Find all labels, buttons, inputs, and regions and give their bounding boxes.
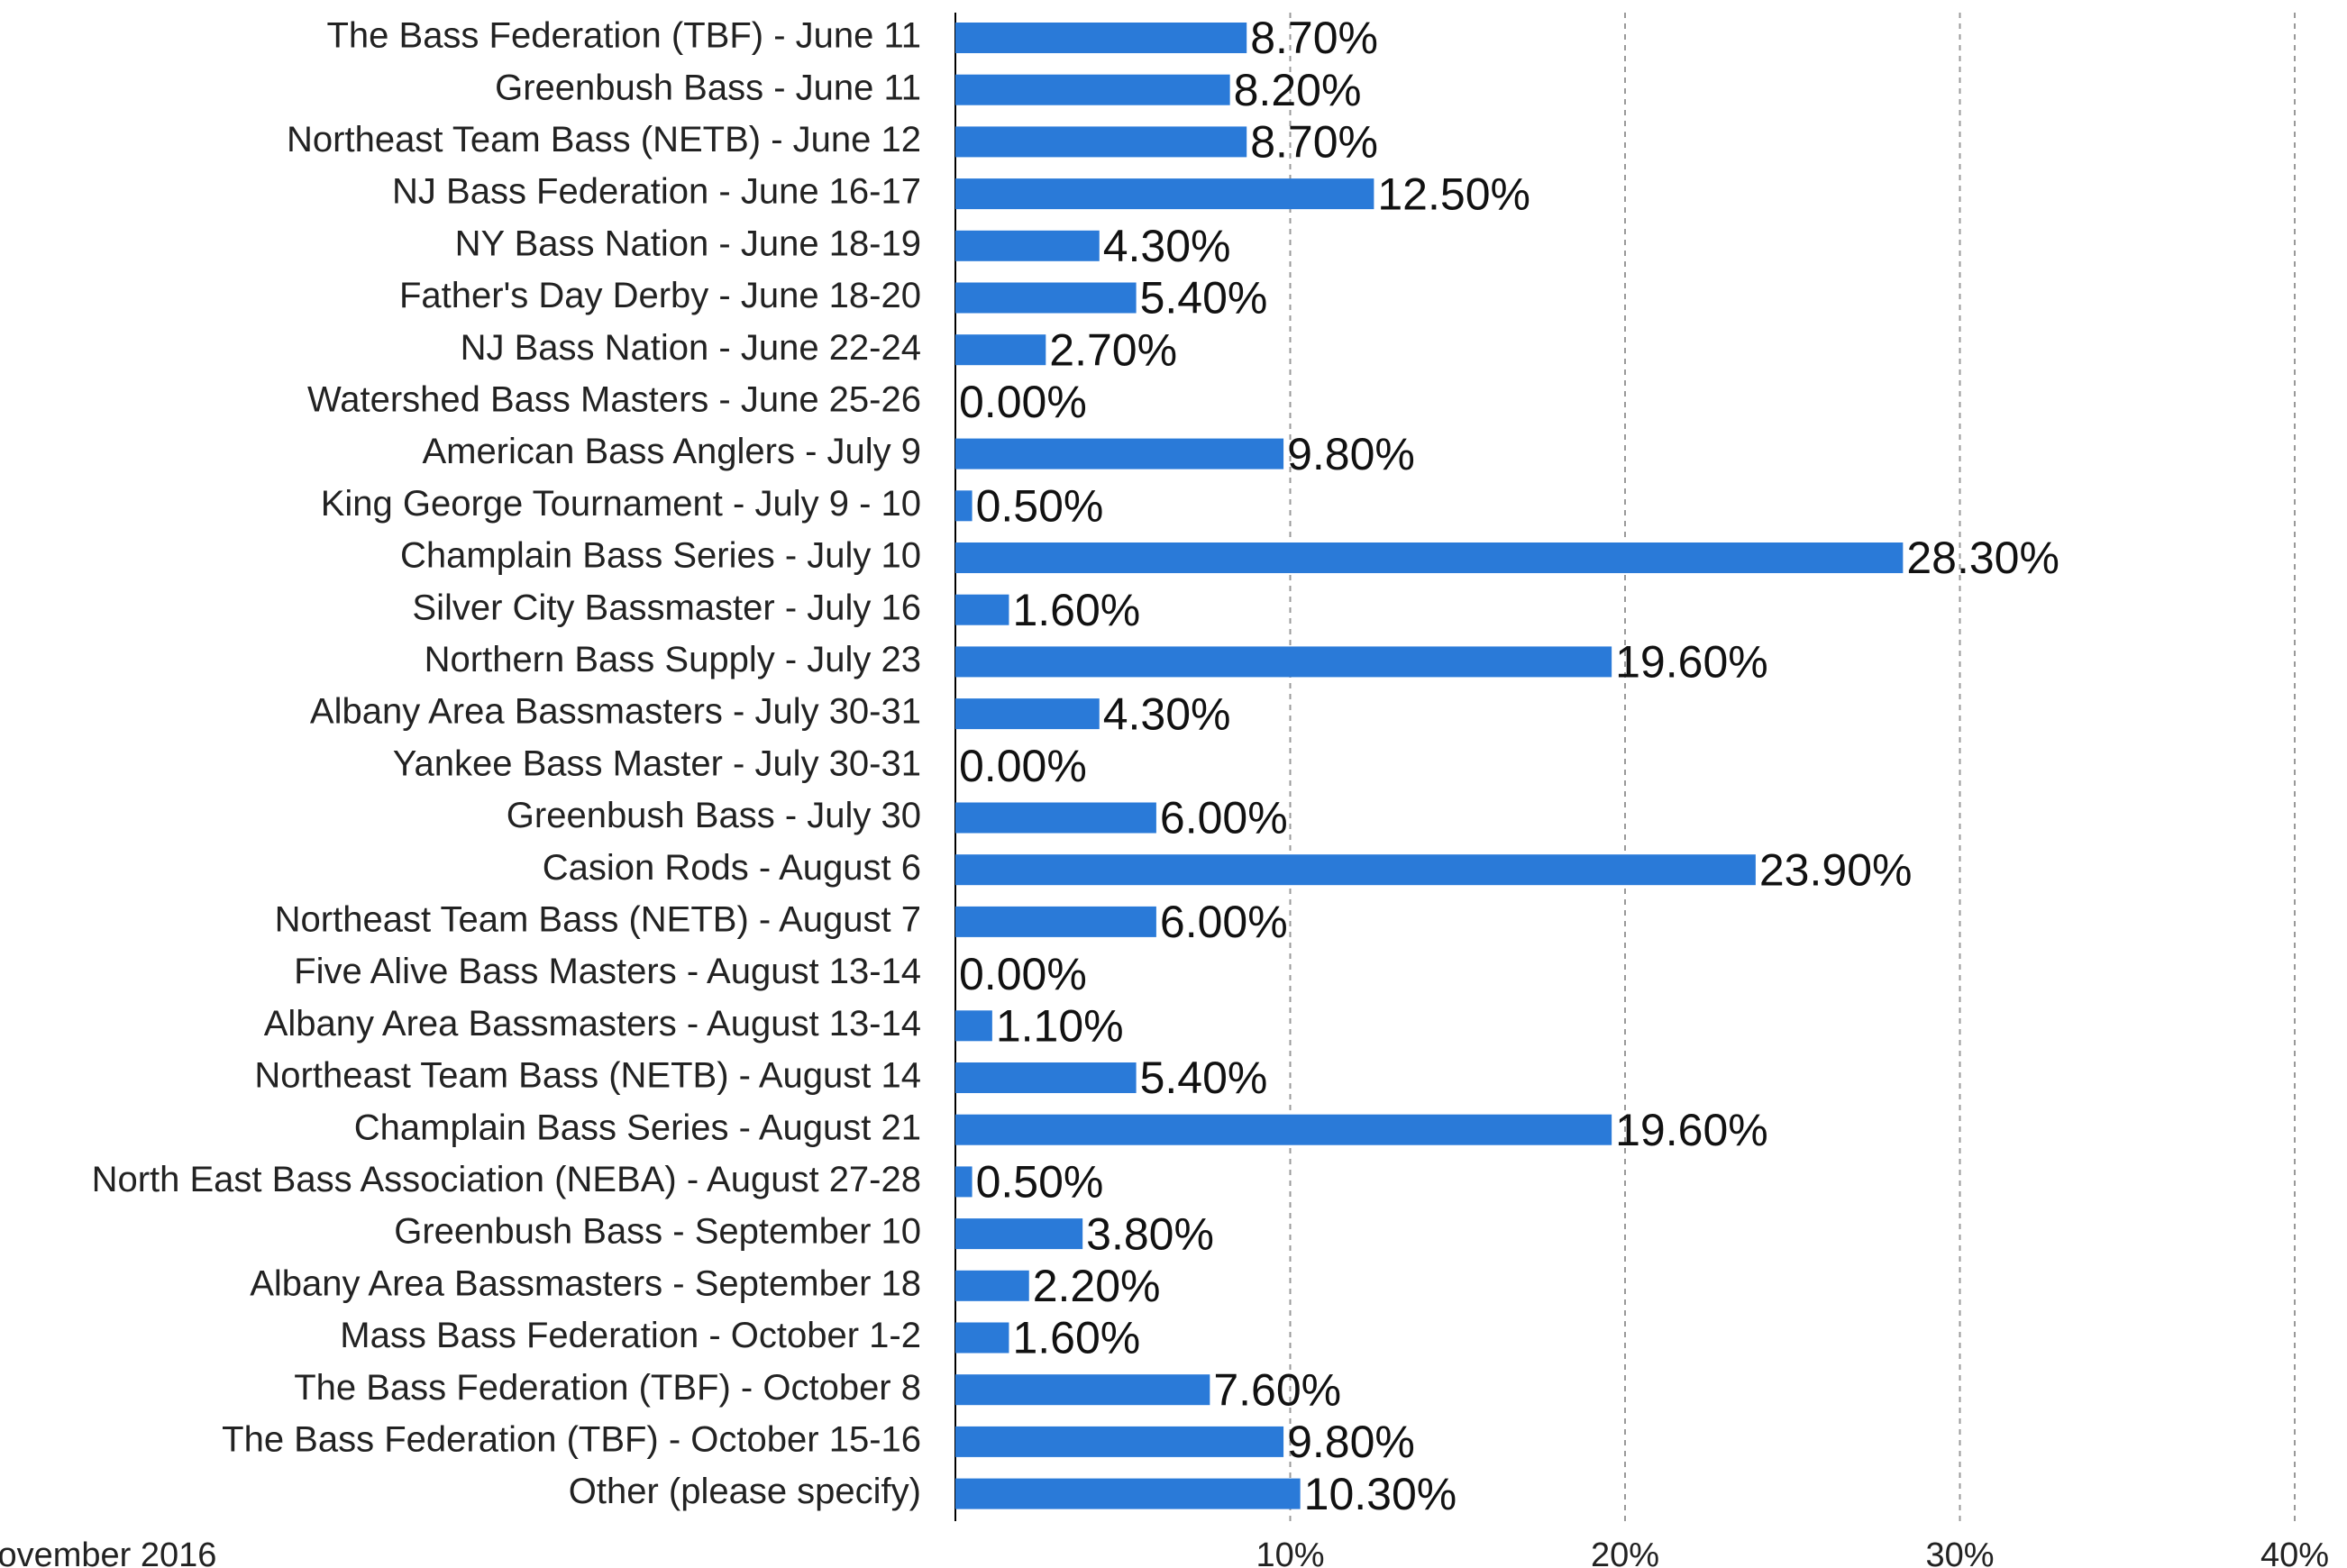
value-label: 1.60% (1012, 1313, 1140, 1363)
y-tick-label: Other (please specify) (569, 1472, 921, 1511)
bar (955, 1426, 1284, 1457)
y-tick-label: Albany Area Bassmasters - July 30-31 (310, 692, 921, 732)
value-label: 6.00% (1160, 897, 1288, 947)
value-label: 8.70% (1250, 117, 1378, 168)
bar (955, 438, 1284, 469)
value-label: 6.00% (1160, 793, 1288, 843)
value-label: 19.60% (1615, 637, 1768, 688)
value-label: 7.60% (1213, 1364, 1341, 1415)
bar (955, 646, 1612, 678)
y-tick-label: Northeast Team Bass (NETB) - June 12 (287, 120, 921, 160)
y-tick-label: Father's Day Derby - June 18-20 (399, 276, 921, 315)
x-tick-label: 40% (2260, 1536, 2329, 1568)
footnote: November 2016 (0, 1536, 216, 1568)
value-label: 9.80% (1287, 1417, 1415, 1467)
bar (955, 74, 1230, 105)
bar (955, 1218, 1083, 1250)
y-tick-label: NJ Bass Nation - June 22-24 (461, 328, 921, 368)
y-tick-label: Greenbush Bass - June 11 (495, 68, 921, 107)
bar (955, 1166, 973, 1198)
y-tick-label: NJ Bass Federation - June 16-17 (392, 172, 921, 212)
value-label: 1.10% (996, 1001, 1124, 1052)
x-tick-label: 20% (1591, 1536, 1659, 1568)
y-tick-label: Albany Area Bassmasters - August 13-14 (264, 1004, 921, 1044)
x-tick-label: 10% (1256, 1536, 1324, 1568)
value-label: 19.60% (1615, 1105, 1768, 1155)
value-label: 8.20% (1234, 65, 1362, 115)
bar (955, 594, 1009, 625)
value-label: 0.50% (976, 481, 1104, 532)
bar (955, 1062, 1137, 1093)
value-label: 2.20% (1033, 1261, 1161, 1311)
bar (955, 906, 1156, 937)
value-label: 3.80% (1086, 1208, 1214, 1259)
y-tick-label: Northern Bass Supply - July 23 (425, 640, 921, 679)
y-tick-label: Champlain Bass Series - August 21 (354, 1108, 921, 1147)
bar (955, 698, 1100, 730)
y-tick-label: Mass Bass Federation - October 1-2 (340, 1316, 921, 1355)
value-label: 0.50% (976, 1157, 1104, 1208)
value-label: 23.90% (1759, 844, 1913, 895)
x-tick-label: 30% (1925, 1536, 1994, 1568)
bar (955, 230, 1100, 261)
bar (955, 542, 1904, 573)
value-label: 2.70% (1049, 324, 1177, 375)
y-tick-label: Albany Area Bassmasters - September 18 (250, 1263, 921, 1303)
value-label: 28.30% (1906, 533, 2059, 583)
y-tick-label: Greenbush Bass - July 30 (507, 796, 921, 835)
y-tick-label: The Bass Federation (TBF) - June 11 (326, 16, 921, 56)
bar (955, 1114, 1612, 1145)
bar (955, 854, 1756, 886)
bar (955, 802, 1156, 834)
value-label: 5.40% (1140, 1053, 1268, 1103)
bar (955, 1478, 1301, 1509)
value-label: 9.80% (1287, 429, 1415, 479)
y-tick-label: Yankee Bass Master - July 30-31 (393, 743, 921, 783)
bar (955, 126, 1247, 158)
value-label: 4.30% (1103, 688, 1231, 739)
y-tick-label: Greenbush Bass - September 10 (394, 1212, 921, 1252)
bar (955, 282, 1137, 314)
y-tick-label: North East Bass Association (NEBA) - Aug… (92, 1160, 921, 1199)
bar (955, 1374, 1210, 1406)
bar (955, 1322, 1009, 1354)
bar (955, 490, 973, 522)
value-label: 4.30% (1103, 221, 1231, 271)
y-tick-label: Casion Rods - August 6 (543, 848, 921, 888)
y-tick-label: The Bass Federation (TBF) - October 15-1… (222, 1419, 921, 1459)
value-label: 1.60% (1012, 585, 1140, 635)
y-tick-label: King George Tournament - July 9 - 10 (321, 484, 921, 524)
value-label: 0.00% (959, 377, 1087, 427)
y-tick-label: The Bass Federation (TBF) - October 8 (294, 1368, 921, 1408)
value-label: 5.40% (1140, 273, 1268, 324)
bar (955, 1270, 1029, 1301)
y-tick-label: NY Bass Nation - June 18-19 (455, 223, 921, 263)
y-tick-label: Five Alive Bass Masters - August 13-14 (294, 952, 921, 991)
bar (955, 178, 1374, 210)
y-tick-label: Northeast Team Bass (NETB) - August 7 (275, 899, 921, 939)
bar (955, 1010, 992, 1042)
value-label: 8.70% (1250, 13, 1378, 63)
y-tick-label: Watershed Bass Masters - June 25-26 (307, 379, 921, 419)
bar (955, 23, 1247, 53)
value-label: 12.50% (1377, 169, 1530, 219)
bar (955, 334, 1046, 366)
y-tick-label: Champlain Bass Series - July 10 (400, 536, 921, 576)
y-tick-label: Silver City Bassmaster - July 16 (412, 588, 921, 627)
value-label: 10.30% (1304, 1469, 1457, 1519)
value-label: 0.00% (959, 741, 1087, 791)
y-tick-label: American Bass Anglers - July 9 (422, 432, 921, 471)
value-label: 0.00% (959, 949, 1087, 999)
y-tick-label: Northeast Team Bass (NETB) - August 14 (254, 1056, 921, 1096)
